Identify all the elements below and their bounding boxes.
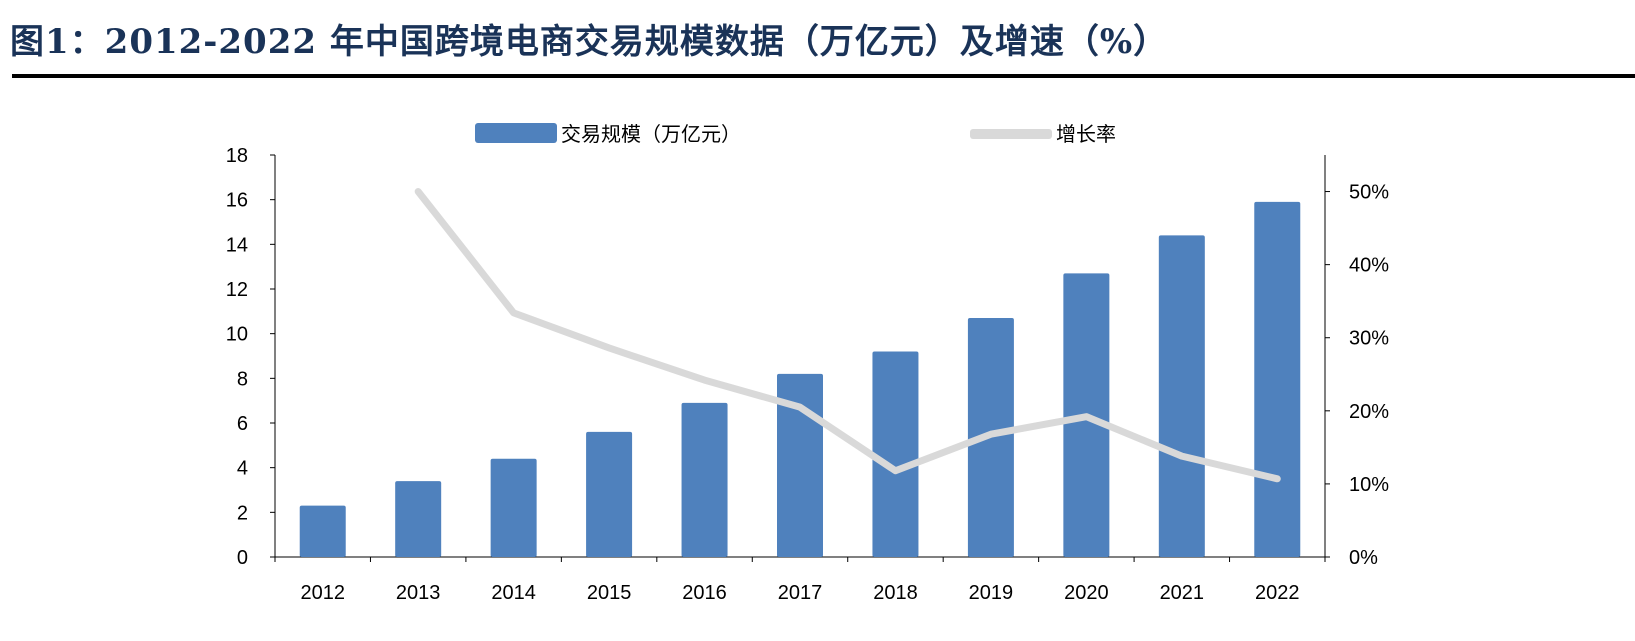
chart-title: 图1：2012-2022 年中国跨境电商交易规模数据（万亿元）及增速（%） bbox=[10, 22, 1169, 62]
right-tick-label: 40% bbox=[1349, 255, 1389, 277]
left-tick-label: 6 bbox=[237, 413, 248, 435]
bar-2016 bbox=[681, 402, 728, 557]
x-tick-label: 2017 bbox=[778, 582, 823, 604]
left-tick-label: 8 bbox=[237, 368, 248, 390]
growth-rate-line bbox=[414, 188, 1281, 483]
right-tick-label: 30% bbox=[1349, 328, 1389, 350]
x-tick-label: 2012 bbox=[300, 582, 345, 604]
legend-line-swatch bbox=[970, 129, 1052, 139]
left-tick-label: 10 bbox=[226, 324, 248, 346]
x-tick-label: 2020 bbox=[1064, 582, 1109, 604]
bar-2015 bbox=[586, 431, 633, 557]
left-tick-label: 16 bbox=[226, 190, 248, 212]
left-tick-label: 18 bbox=[226, 145, 248, 167]
left-tick-label: 14 bbox=[226, 234, 248, 256]
bar-2017 bbox=[777, 373, 823, 557]
bar-2014 bbox=[490, 458, 537, 557]
x-tick-label: 2014 bbox=[491, 582, 536, 604]
bar-2018 bbox=[872, 351, 919, 557]
right-tick-label: 10% bbox=[1349, 474, 1389, 496]
x-tick-label: 2018 bbox=[873, 582, 918, 604]
legend-line-label: 增长率 bbox=[1056, 122, 1116, 146]
title-divider bbox=[12, 74, 1635, 78]
right-tick-label: 50% bbox=[1349, 182, 1389, 204]
x-tick-label: 2016 bbox=[682, 582, 727, 604]
bar-2013 bbox=[395, 481, 442, 557]
legend-bar-label: 交易规模（万亿元） bbox=[561, 122, 741, 146]
left-tick-label: 12 bbox=[226, 279, 248, 301]
x-tick-label: 2019 bbox=[969, 582, 1014, 604]
left-tick-label: 2 bbox=[237, 502, 248, 524]
x-tick-label: 2013 bbox=[396, 582, 441, 604]
bar-2021 bbox=[1158, 235, 1205, 557]
bar-2012 bbox=[299, 505, 346, 557]
bar-2022 bbox=[1254, 201, 1301, 557]
legend-bar-swatch bbox=[475, 123, 557, 143]
left-tick-label: 4 bbox=[237, 458, 248, 480]
right-tick-label: 20% bbox=[1349, 401, 1389, 423]
x-tick-label: 2022 bbox=[1255, 582, 1300, 604]
x-tick-label: 2021 bbox=[1160, 582, 1205, 604]
x-tick-label: 2015 bbox=[587, 582, 632, 604]
right-tick-label: 0% bbox=[1349, 547, 1378, 569]
left-tick-label: 0 bbox=[237, 547, 248, 569]
